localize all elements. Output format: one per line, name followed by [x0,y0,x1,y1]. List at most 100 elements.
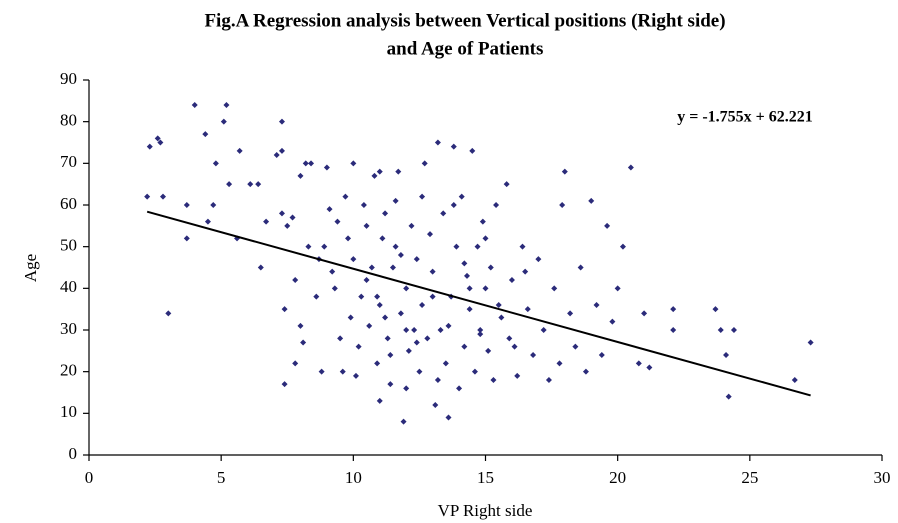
scatter-point [807,339,814,346]
scatter-point [204,218,211,225]
scatter-point [154,135,161,142]
scatter-point [508,277,515,283]
scatter-point [165,310,172,317]
scatter-point [255,181,262,188]
scatter-point [556,360,563,367]
scatter-point [212,160,219,167]
x-tick-label: 20 [609,468,626,487]
scatter-point [345,235,352,242]
scatter-point [368,264,375,271]
scatter-point [329,268,336,275]
scatter-point [403,285,410,292]
scatter-point [413,256,420,263]
scatter-point [289,214,296,221]
scatter-point [604,222,611,229]
scatter-point [397,252,404,258]
scatter-point [278,210,285,217]
scatter-point [456,385,463,392]
scatter-point [273,152,280,158]
scatter-point [210,202,217,208]
scatter-point [160,193,167,200]
scatter-point [432,402,439,408]
scatter-point [318,368,325,375]
scatter-point [300,339,307,346]
scatter-point [434,139,441,146]
scatter-point [450,143,457,150]
scatter-point [397,310,404,317]
scatter-point [350,256,357,263]
x-tick-label: 15 [477,468,494,487]
scatter-point [382,210,389,217]
scatter-point [146,143,153,150]
scatter-point [376,302,383,308]
y-tick-label: 30 [60,319,77,338]
scatter-point [466,306,473,313]
scatter-point [392,197,399,204]
scatter-point [400,418,407,425]
scatter-point [498,314,505,321]
scatter-point [535,256,542,263]
scatter-point [627,164,634,171]
scatter-point [461,343,468,350]
scatter-point [522,268,529,275]
y-tick-label: 70 [60,152,77,171]
scatter-point [350,160,357,167]
scatter-point [376,397,383,404]
scatter-point [506,335,513,342]
scatter-point [308,160,315,167]
scatter-point [363,222,370,229]
scatter-point [313,293,320,300]
scatter-point [490,377,497,383]
scatter-point [382,314,389,321]
scatter-point [442,360,449,367]
scatter-point [284,222,291,229]
scatter-point [421,160,428,167]
scatter-point [635,360,642,367]
scatter-point [281,381,288,388]
scatter-point [561,168,568,175]
scatter-point [503,181,510,188]
y-tick-label: 60 [60,194,77,213]
y-tick-label: 80 [60,111,77,130]
scatter-point [392,243,399,250]
scatter-point [461,260,468,267]
scatter-point [321,243,328,250]
scatter-point [278,147,285,154]
scatter-point [450,202,457,208]
y-tick-label: 10 [60,402,77,421]
scatter-point [387,381,394,388]
scatter-point [403,385,410,392]
scatter-point [588,197,595,204]
scatter-point [493,202,500,208]
scatter-point [712,306,719,313]
scatter-point [263,218,270,225]
scatter-point [331,285,338,292]
scatter-point [426,231,433,238]
scatter-point [358,293,365,300]
scatter-point [598,352,605,358]
scatter-point [519,243,526,250]
scatter-point [389,264,396,271]
scatter-point [614,285,621,292]
scatter-point [281,306,288,313]
scatter-point [477,327,484,333]
scatter-point [641,310,648,317]
scatter-point [405,347,412,354]
scatter-point [458,193,465,200]
annotation: y = -1.755x + 62.221 [677,109,813,126]
y-tick-label: 40 [60,277,77,296]
x-tick-label: 5 [217,468,226,487]
scatter-point [482,235,489,242]
scatter-point [572,343,579,350]
scatter-point [419,302,426,308]
scatter-point [646,364,653,371]
scatter-point [466,285,473,292]
y-tick-label: 90 [60,69,77,88]
scatter-point [567,310,574,317]
scatter-point [445,322,452,329]
trend-line [146,210,811,397]
x-tick-label: 25 [741,468,758,487]
scatter-point [495,302,502,308]
scatter-point [342,193,349,200]
